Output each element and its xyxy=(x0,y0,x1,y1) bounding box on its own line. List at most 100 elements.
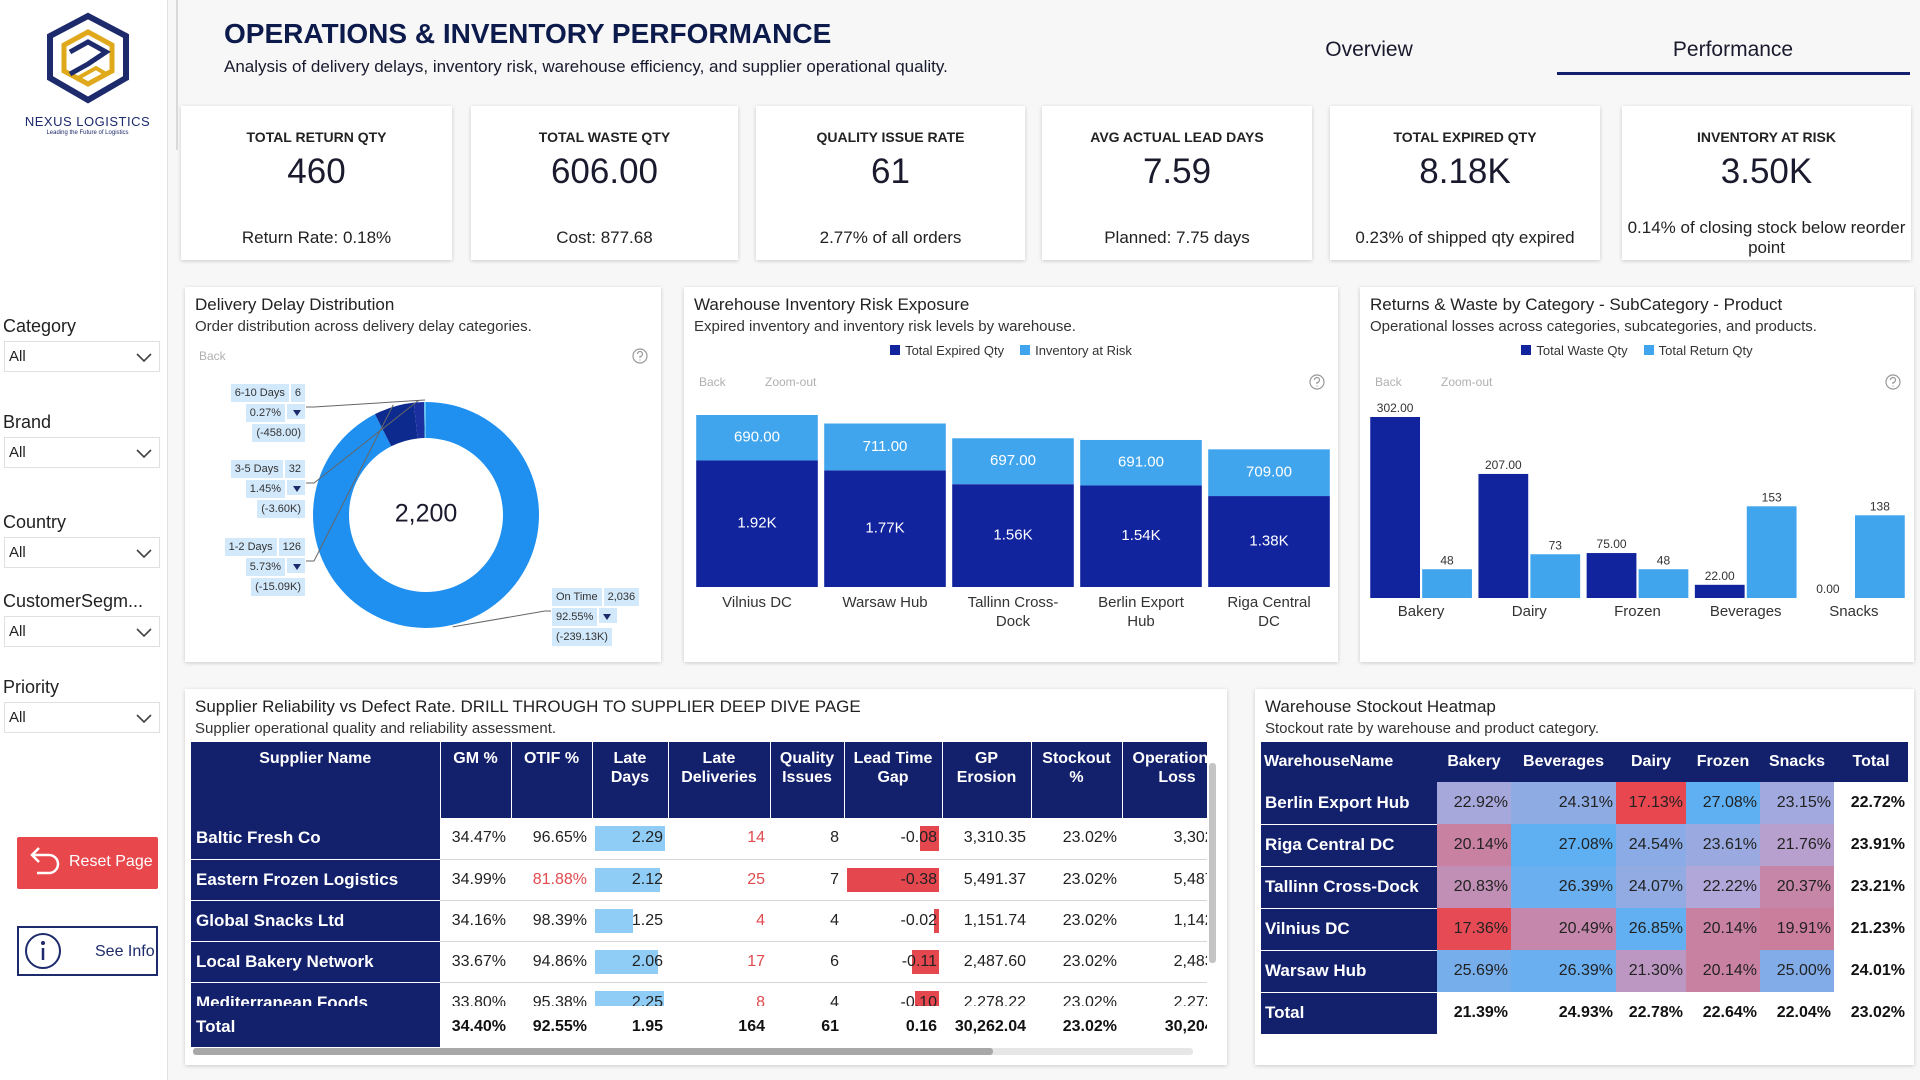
cell-text: 2,278.22 xyxy=(963,993,1026,1007)
heat-cell: 24.07% xyxy=(1616,866,1686,908)
divider xyxy=(176,0,178,150)
bar-value-label: 1.56K xyxy=(993,527,1032,544)
cell-text: 5,487.5 xyxy=(1173,870,1207,888)
filter-dropdown[interactable]: All xyxy=(4,702,160,733)
column-header: Snacks xyxy=(1768,753,1826,770)
cell-text: 4 xyxy=(830,993,839,1007)
label-value: 2,036 xyxy=(603,588,640,606)
total-cell: 0.16 xyxy=(905,1017,937,1035)
bar xyxy=(1694,584,1745,598)
bar-segment xyxy=(1208,449,1330,497)
chevron-icon xyxy=(136,449,152,459)
chart-card: Supplier Reliability vs Defect Rate. DRI… xyxy=(185,689,1227,1065)
total-row: Total 34.40% 92.55% 1.95 164 61 0.16 30,262.04 2… xyxy=(191,1006,1207,1047)
table-cell: 96.65% xyxy=(511,818,592,860)
heat-cell: 21.39% xyxy=(1437,992,1511,1034)
bar-segment xyxy=(952,484,1074,587)
chart-control[interactable]: Back xyxy=(199,349,226,363)
bar xyxy=(1370,417,1421,598)
card-title: Delivery Delay Distribution xyxy=(195,295,395,314)
chart-control[interactable]: Zoom-out xyxy=(1441,375,1493,389)
cell-text: 34.99% xyxy=(451,870,506,888)
table-cell: 81.88% xyxy=(511,859,592,901)
table-cell: 8 xyxy=(770,818,844,860)
chevron xyxy=(136,353,152,363)
heat-cell: 27.08% xyxy=(1511,824,1616,866)
filter-dropdown[interactable]: All xyxy=(4,437,160,468)
cell-text: -0.11 xyxy=(901,952,937,970)
reset-arrowhead xyxy=(30,847,40,863)
chevron-icon xyxy=(136,714,152,724)
label-change: (-458.00) xyxy=(252,424,305,442)
bar xyxy=(1586,553,1637,598)
filter-dropdown[interactable]: All xyxy=(4,616,160,647)
data-bar xyxy=(595,826,665,851)
logo-mark xyxy=(47,12,129,104)
kpi-label: TOTAL EXPIRED QTY xyxy=(1393,129,1537,145)
bar-plot: 1.92K 690.00 1.77K 711.00 1.56K 697.00 1.54K 69… xyxy=(696,415,1330,587)
legend-swatch xyxy=(1643,345,1654,355)
heat-cell: 17.13% xyxy=(1616,782,1686,824)
x-tick-label: Frozen xyxy=(1614,603,1661,620)
table-cell: -0.38 xyxy=(844,859,942,901)
cell-text: 3,310.35 xyxy=(963,829,1026,847)
cell-text: Global Snacks Ltd xyxy=(196,910,345,930)
kpi-note: Planned: 7.75 days xyxy=(1104,228,1250,247)
heat-cell: 26.39% xyxy=(1511,950,1616,992)
card-subtitle: Supplier operational quality and reliabi… xyxy=(195,720,557,737)
chart-card: Delivery Delay Distribution Order distrib… xyxy=(185,287,661,662)
bar-value-label: 302.00 xyxy=(1377,401,1414,415)
label-row: 1.45% xyxy=(230,479,306,499)
heat-cell: 25.69% xyxy=(1437,950,1511,992)
filter-label: CustomerSegm... xyxy=(3,591,144,611)
table-row: Berlin Export Hub 22.92% 24.31% 17.13% 27.08… xyxy=(1261,782,1908,825)
filter-dropdown[interactable]: All xyxy=(4,341,160,372)
data-label-group: 1-2 Days 126 5.73% (-15.09K) xyxy=(224,537,306,597)
row-header: Total xyxy=(1261,992,1437,1035)
table-row: Vilnius DC 17.36% 20.49% 26.85% 20.14% 19.91%… xyxy=(1261,908,1908,951)
bar-value-label: 709.00 xyxy=(1246,464,1292,481)
label-percent: 1.45% xyxy=(245,480,285,498)
reset-label: Reset Page xyxy=(69,853,153,870)
chart-control[interactable]: Back xyxy=(1375,375,1402,389)
table-cell: Eastern Frozen Logistics xyxy=(191,859,440,901)
data-bar xyxy=(919,826,939,851)
kpi-note-box: Cost: 877.68 xyxy=(475,216,734,260)
reset-button[interactable]: Reset Page xyxy=(17,837,158,889)
bar-value-label: 1.54K xyxy=(1121,527,1160,544)
chart-control[interactable]: Zoom-out xyxy=(765,375,817,389)
kpi-value: 460 xyxy=(287,152,346,191)
column-header: Bakery xyxy=(1447,753,1501,770)
nav-tab[interactable]: Performance xyxy=(1672,38,1794,61)
nav-tab[interactable]: Overview xyxy=(1325,38,1413,61)
label-row: On Time 2,036 xyxy=(551,587,640,607)
help-icon xyxy=(1885,374,1901,390)
bar-segment xyxy=(824,423,946,471)
cell-text: 81.88% xyxy=(532,870,587,888)
filter-dropdown[interactable]: All xyxy=(4,537,160,568)
label-row: (-239.13K) xyxy=(551,627,640,647)
heat-cell: 23.61% xyxy=(1686,824,1760,866)
table-row: Baltic Fresh Co 34.47% 96.65% 2.29 14 8 -0.08 3… xyxy=(191,818,1207,860)
label-arrow xyxy=(287,480,305,496)
label-percent: 0.27% xyxy=(245,404,285,422)
cell-text: 98.39% xyxy=(532,911,587,929)
bar-value-label: 207.00 xyxy=(1485,458,1522,472)
info-icon xyxy=(25,933,61,969)
cell-text: 1,151.74 xyxy=(963,911,1026,929)
cell-text: Mediterranean Foods xyxy=(196,992,368,1007)
kpi-note: 0.14% of closing stock below reorder poi… xyxy=(1627,218,1906,257)
bar-value-label: 153 xyxy=(1762,490,1782,504)
chart-control[interactable]: Back xyxy=(699,375,726,389)
info-button[interactable]: See Info xyxy=(17,926,158,976)
total-cell: 92.55% xyxy=(532,1017,587,1035)
table-row: Eastern Frozen Logistics 34.99% 81.88% 2.12… xyxy=(191,859,1207,901)
legend-item: Total Expired Qty xyxy=(890,343,1004,358)
page-subtitle: Analysis of delivery delays, inventory r… xyxy=(224,57,948,76)
table-row: Mediterranean Foods 33.80% 95.38% 2.25 8 4 -0.… xyxy=(191,982,1207,1006)
kpi-note-box: 2.77% of all orders xyxy=(760,216,1021,260)
table-cell: 2,483.5 xyxy=(1122,941,1207,983)
table-cell: 34.16% xyxy=(440,900,511,942)
bar-segment xyxy=(952,438,1074,485)
total-cell: 1.95 xyxy=(631,1017,663,1035)
